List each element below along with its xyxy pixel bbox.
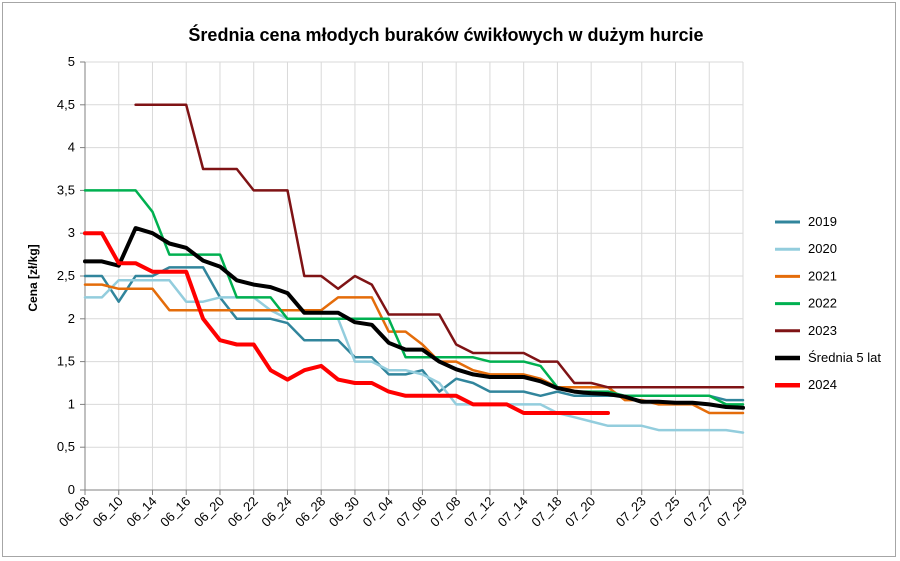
legend-entry: Średnia 5 lat xyxy=(808,350,881,365)
x-tick-label: 07_06 xyxy=(393,494,429,530)
y-tick-label: 2,5 xyxy=(57,268,75,283)
x-tick-label: 06_08 xyxy=(56,494,92,530)
y-tick-label: 0,5 xyxy=(57,439,75,454)
series-lines xyxy=(83,103,745,434)
legend-entry: 2019 xyxy=(808,214,837,229)
x-tick-label: 07_04 xyxy=(360,494,396,530)
chart-title: Średnia cena młodych buraków ćwikłowych … xyxy=(188,24,703,45)
x-tick-label: 06_14 xyxy=(123,494,159,530)
series-line-2020 xyxy=(83,279,745,434)
series-line-2023 xyxy=(134,103,745,389)
legend-entry: 2024 xyxy=(808,377,837,392)
y-tick-label: 4 xyxy=(68,140,75,155)
y-tick-label: 2 xyxy=(68,311,75,326)
x-tick-label: 07_27 xyxy=(680,494,716,530)
y-tick-label: 5 xyxy=(68,54,75,69)
x-tick-label: 07_14 xyxy=(495,494,531,530)
x-tick-label: 07_18 xyxy=(528,494,564,530)
x-tick-label: 06_30 xyxy=(326,494,362,530)
x-tick-label: 06_24 xyxy=(258,494,294,530)
x-tick-label: 06_10 xyxy=(90,494,126,530)
y-tick-label: 0 xyxy=(68,482,75,497)
x-tick-label: 06_16 xyxy=(157,494,193,530)
x-tick-labels: 06_0806_1006_1406_1606_2006_2206_2406_28… xyxy=(56,494,750,530)
y-tick-label: 4,5 xyxy=(57,97,75,112)
y-tick-label: 3 xyxy=(68,225,75,240)
y-tick-labels: 0 0,5 1 1,5 2 2,5 3 3,5 4 4,5 5 xyxy=(57,54,75,497)
y-tick-label: 1 xyxy=(68,396,75,411)
y-tick-label: 1,5 xyxy=(57,354,75,369)
x-tick-label: 07_29 xyxy=(714,494,750,530)
x-tick-label: 06_20 xyxy=(191,494,227,530)
legend-entry: 2023 xyxy=(808,323,837,338)
x-tick-label: 07_25 xyxy=(646,494,682,530)
series-line-2024 xyxy=(83,231,610,415)
series-line-rednia-5-lat xyxy=(83,226,745,410)
legend-entry: 2021 xyxy=(808,268,837,283)
axes xyxy=(80,61,744,495)
legend-entry: 2022 xyxy=(808,296,837,311)
legend-entry: 2020 xyxy=(808,241,837,256)
x-tick-label: 07_20 xyxy=(562,494,598,530)
legend: 2019 2020 2021 2022 2023 Średnia 5 lat 2024 xyxy=(775,214,881,392)
series-line-2019 xyxy=(83,266,745,402)
x-tick-label: 07_23 xyxy=(613,494,649,530)
x-tick-label: 07_12 xyxy=(461,494,497,530)
y-tick-label: 3,5 xyxy=(57,182,75,197)
x-tick-label: 07_08 xyxy=(427,494,463,530)
line-chart: Średnia cena młodych buraków ćwikłowych … xyxy=(26,24,881,530)
y-axis-label: Cena [zł/kg] xyxy=(26,244,40,311)
x-tick-label: 06_22 xyxy=(225,494,261,530)
x-tick-label: 06_28 xyxy=(292,494,328,530)
